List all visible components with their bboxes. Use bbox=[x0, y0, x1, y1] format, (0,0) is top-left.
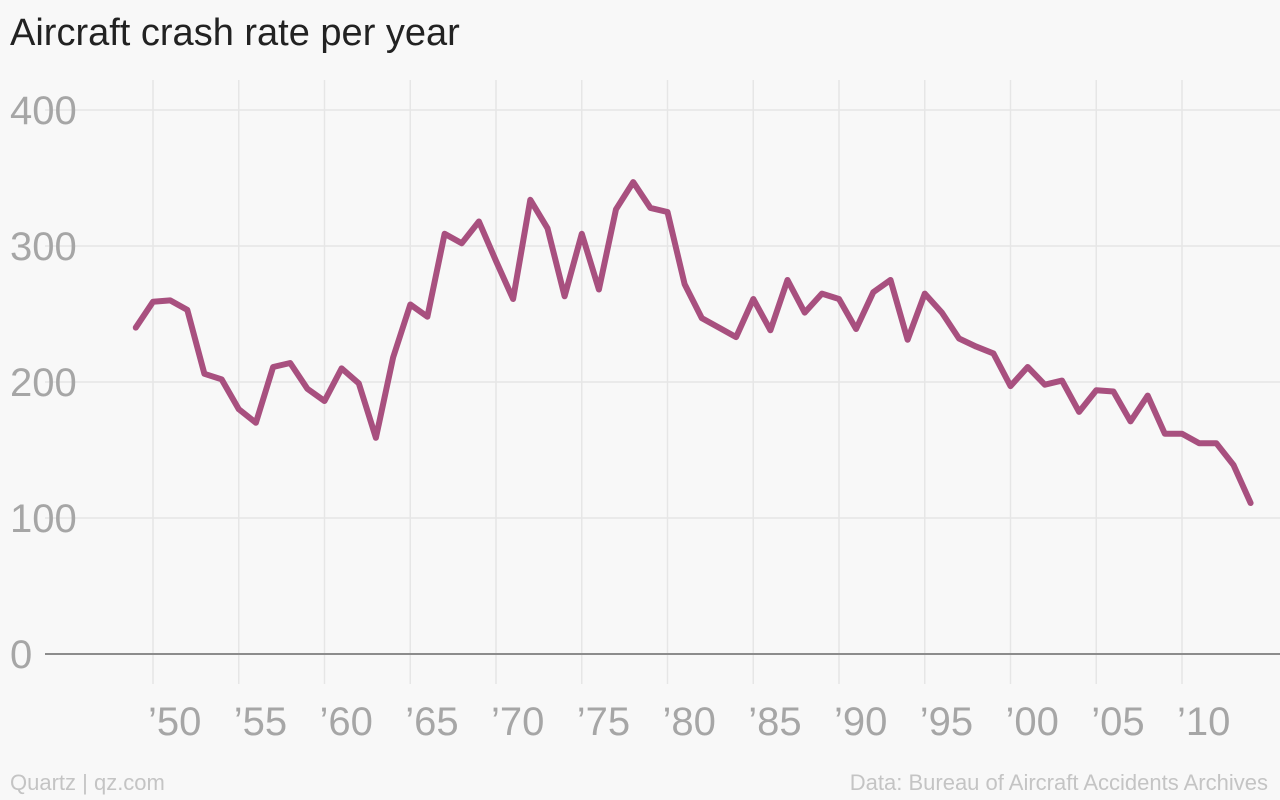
x-tick-label: ’60 bbox=[320, 700, 373, 744]
x-tick-label: ’90 bbox=[834, 700, 887, 744]
y-tick-label: 0 bbox=[10, 633, 32, 677]
data-source: Data: Bureau of Aircraft Accidents Archi… bbox=[849, 770, 1268, 795]
x-tick-label: ’10 bbox=[1177, 700, 1230, 744]
y-tick-label: 100 bbox=[10, 497, 77, 541]
x-tick-label: ’05 bbox=[1091, 700, 1144, 744]
x-tick-label: ’85 bbox=[748, 700, 801, 744]
x-tick-label: ’65 bbox=[405, 700, 458, 744]
series-line bbox=[132, 179, 1254, 506]
grid-layer bbox=[45, 80, 1280, 684]
axis-layer: 0 100 200 300 400 ’50 ’55 ’60 ’65 ’70 ’75 ’80 ’85 ’90… bbox=[10, 89, 1280, 744]
source-credit: Quartz | qz.com bbox=[10, 770, 165, 795]
x-tick-label: ’75 bbox=[577, 700, 630, 744]
x-tick-label: ’70 bbox=[491, 700, 544, 744]
y-tick-label: 300 bbox=[10, 225, 77, 269]
x-tick-label: ’50 bbox=[148, 700, 201, 744]
series-layer bbox=[132, 179, 1254, 506]
x-tick-label: ’80 bbox=[663, 700, 716, 744]
y-tick-label: 200 bbox=[10, 361, 77, 405]
x-tick-label: ’00 bbox=[1006, 700, 1059, 744]
y-tick-label: 400 bbox=[10, 89, 77, 133]
chart-title: Aircraft crash rate per year bbox=[10, 12, 460, 54]
x-tick-label: ’55 bbox=[234, 700, 287, 744]
x-tick-label: ’95 bbox=[920, 700, 973, 744]
